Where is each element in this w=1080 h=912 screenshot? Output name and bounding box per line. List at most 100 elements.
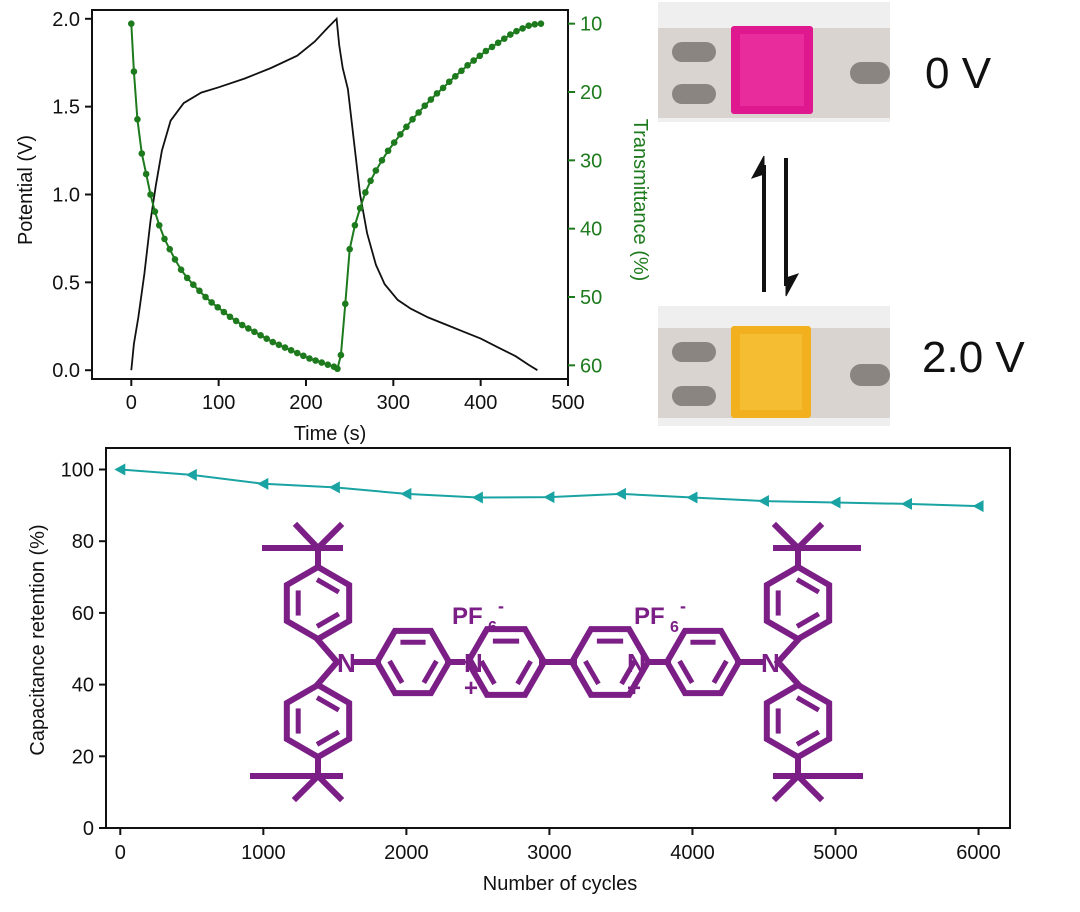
bottom-x-axis-label: Number of cycles (483, 873, 638, 895)
bottom-plot-frame (105, 447, 1011, 829)
transmittance-point (351, 221, 359, 229)
transmittance-point (183, 274, 191, 282)
potential-transmittance-chart: 0 100 200 300 400 500 0.0 0.5 1.0 1.5 2.0 10 20 30 4… (15, 9, 651, 445)
transmittance-point (269, 338, 277, 346)
retention-point (757, 495, 769, 508)
photo-2v (658, 306, 890, 426)
top-x-tick-label: 100 (202, 392, 235, 414)
transmittance-point (161, 235, 168, 243)
equilibrium-arrows-icon (750, 155, 800, 297)
top-x-tick-label: 0 (126, 392, 137, 414)
bottom-x-tick-label: 5000 (813, 842, 858, 864)
counterion-sub: 6 (488, 619, 497, 636)
top-y2-tick-label: 50 (580, 287, 602, 309)
retention-point (972, 500, 984, 513)
retention-point (901, 497, 913, 510)
top-y2-axis-label: Transmittance (%) (629, 119, 651, 282)
transmittance-point (362, 189, 369, 196)
phenyl-ring-double-bond (421, 659, 439, 685)
atom-n-pyridinium-right: N (627, 648, 646, 678)
transmittance-point (500, 35, 508, 42)
transmittance-point (128, 20, 135, 27)
transmittance-point (356, 204, 364, 212)
retention-point (829, 496, 841, 509)
bottom-y-axis-label: Capacitance retention (%) (27, 524, 49, 755)
molecule-bonds (250, 521, 863, 803)
counterion-sup: - (498, 596, 504, 616)
retention-point (185, 468, 197, 481)
phenyl-ring-double-bond (795, 729, 821, 747)
transmittance-point (421, 102, 429, 109)
retention-point (114, 463, 126, 476)
retention-point (471, 491, 483, 504)
photo-0v-slot (672, 42, 716, 62)
film-highlight-2v (740, 334, 802, 410)
top-y2-tick-label: 40 (580, 219, 602, 241)
retention-point (543, 491, 555, 504)
retention-line (120, 468, 979, 508)
up-arrow-head (750, 155, 765, 179)
transmittance-point (155, 221, 163, 229)
bottom-y-ticks: 0 20 40 60 80 100 (61, 460, 106, 840)
transmittance-point (341, 300, 349, 308)
transmittance-point (372, 167, 380, 174)
pyridinium-ring (464, 626, 548, 698)
transmittance-point (403, 123, 410, 131)
top-series (128, 16, 545, 373)
atom-n-right: N (761, 648, 780, 678)
top-x-tick-label: 300 (377, 392, 410, 414)
photo-2v-slot (672, 386, 716, 406)
bottom-y-tick-label: 80 (72, 531, 94, 553)
transmittance-point (397, 131, 404, 138)
transmittance-point (513, 27, 520, 35)
top-x-tick-label: 200 (289, 392, 322, 414)
transmittance-point (409, 116, 416, 123)
counterion-right: PF 6 - (634, 596, 686, 636)
transmittance-point (445, 78, 453, 86)
capacitance-retention-chart: 0 1000 2000 3000 4000 5000 6000 0 20 40 60 80 100 N… (27, 447, 1011, 895)
potential-line (130, 16, 538, 371)
bottom-x-tick-label: 6000 (956, 842, 1001, 864)
transmittance-point (525, 22, 532, 30)
pyridinium-ring-double-bond (515, 659, 533, 686)
transmittance-point (238, 321, 246, 329)
top-y-axis-label: Potential (V) (15, 135, 37, 245)
transmittance-point (476, 52, 484, 60)
transmittance-point (202, 293, 209, 301)
bottom-x-ticks: 0 1000 2000 3000 4000 5000 6000 (115, 828, 1001, 864)
transmittance-point (177, 266, 185, 273)
transmittance-point (245, 325, 252, 332)
transmittance-point (384, 147, 392, 155)
top-x-axis-label: Time (s) (294, 423, 367, 445)
bottom-y-tick-label: 0 (83, 818, 94, 840)
transmittance-point (226, 313, 234, 321)
top-x-ticks: 0 100 200 300 400 500 (126, 379, 585, 414)
bottom-x-tick-label: 0 (115, 842, 126, 864)
pyridinium-ring-double-bond (479, 659, 497, 686)
transmittance-point (251, 328, 258, 336)
transmittance-point (190, 281, 197, 289)
transmittance-point (214, 303, 222, 311)
transmittance-point (507, 31, 514, 38)
transmittance-point (346, 245, 353, 253)
transmittance-point (263, 335, 270, 342)
charge-plus-right: + (627, 675, 641, 702)
bottom-series (114, 463, 984, 513)
counterion-base: PF (452, 603, 483, 630)
transmittance-point (378, 157, 386, 164)
bottom-x-tick-label: 3000 (527, 842, 572, 864)
molecule-structure: N N N N + + PF 6 - PF 6 - (250, 521, 863, 803)
transmittance-point (415, 109, 422, 116)
transmittance-point (519, 25, 526, 32)
phenyl-ring-double-bond (315, 611, 341, 629)
photo-0v-slot (850, 62, 890, 84)
top-y-tick-label: 1.0 (52, 185, 80, 207)
top-y-tick-label: 0.0 (52, 360, 80, 382)
transmittance-point (324, 361, 332, 368)
bottom-y-tick-label: 100 (61, 460, 94, 482)
phenyl-ring-double-bond (677, 659, 695, 685)
transmittance-point (287, 347, 295, 354)
label-0v: 0 V (925, 49, 992, 98)
transmittance-point (196, 287, 203, 295)
transmittance-point (151, 208, 159, 215)
